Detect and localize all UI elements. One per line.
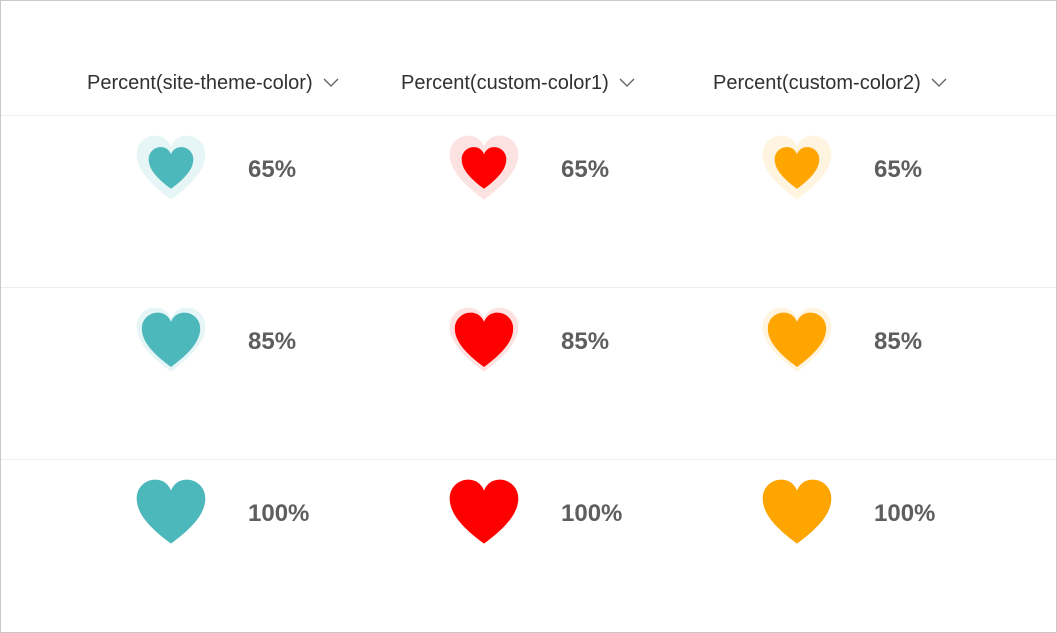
column-header-label: Percent(custom-color1) [401,71,609,94]
percent-value: 85% [874,328,923,355]
percent-value: 65% [561,156,610,183]
heart-fill [774,147,820,189]
column-header-custom-color2[interactable]: Percent(custom-color2) [713,69,947,97]
heart-icon [136,479,206,544]
heart-fill [767,312,827,367]
chevron-down-icon[interactable] [931,78,947,88]
heart-icon [762,307,832,372]
table-row[interactable]: 85% 85% 85% [1,288,1056,460]
table-row[interactable]: 65% 65% 65% [1,116,1056,288]
heart-icon [449,479,519,544]
percent-value: 85% [561,328,610,355]
column-header-label: Percent(custom-color2) [713,71,921,94]
percent-cell: 65% [758,130,922,210]
column-header-row: Percent(site-theme-color) Percent(custom… [1,51,1056,116]
heart-fill [148,147,194,189]
heart-fill [136,479,206,544]
percent-value: 100% [874,500,936,527]
percent-cell: 65% [132,130,296,210]
percent-cell: 85% [445,302,609,382]
chevron-down-icon[interactable] [323,78,339,88]
column-header-custom-color1[interactable]: Percent(custom-color1) [401,69,635,97]
column-header-label: Percent(site-theme-color) [87,71,313,94]
heart-icon [762,479,832,544]
percent-value: 65% [248,156,297,183]
percent-cell: 85% [758,302,922,382]
heart-fill [454,312,514,367]
chevron-down-icon[interactable] [619,78,635,88]
heart-icon [449,135,519,200]
heart-fill [762,479,832,544]
heart-icon [762,135,832,200]
percent-value: 100% [561,500,623,527]
heart-icon [449,307,519,372]
percent-cell: 100% [132,474,309,554]
percent-value: 100% [248,500,310,527]
heart-fill [141,312,201,367]
percent-value: 85% [248,328,297,355]
table-row[interactable]: 100% 100% 100% [1,460,1056,631]
percent-cell: 85% [132,302,296,382]
column-header-site-theme-color[interactable]: Percent(site-theme-color) [87,69,339,97]
heart-fill [449,479,519,544]
percent-cell: 100% [758,474,935,554]
percent-cell: 100% [445,474,622,554]
percent-value: 65% [874,156,923,183]
percent-cell: 65% [445,130,609,210]
heart-fill [461,147,507,189]
heart-icon [136,307,206,372]
heart-icon [136,135,206,200]
